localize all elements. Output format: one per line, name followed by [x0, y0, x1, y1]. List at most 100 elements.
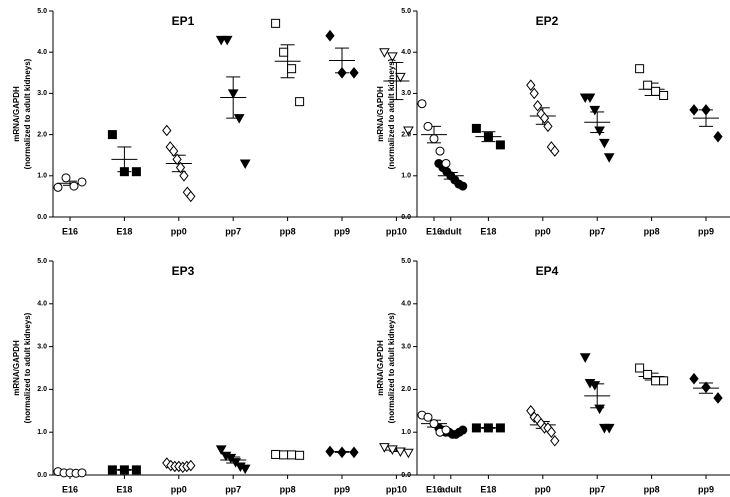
point — [483, 132, 493, 142]
point — [175, 161, 186, 174]
point — [379, 443, 390, 453]
y-axis-label: mRNA/GAPDH — [12, 340, 21, 396]
x-tick-label: pp10 — [386, 226, 407, 236]
point — [550, 434, 560, 447]
point — [61, 173, 71, 183]
point — [227, 89, 239, 99]
point — [279, 450, 289, 460]
point — [295, 97, 305, 107]
x-tick-label: pp8 — [280, 226, 296, 236]
x-tick-label: E16 — [62, 484, 78, 494]
point — [713, 392, 723, 404]
point — [458, 181, 468, 191]
x-tick-label: pp8 — [644, 484, 660, 494]
point — [584, 93, 596, 104]
point — [546, 426, 557, 439]
point — [186, 190, 196, 203]
point — [529, 87, 539, 100]
y-axis-label: (normalized to adult kidneys) — [23, 58, 32, 169]
point — [387, 445, 398, 455]
point — [659, 376, 669, 386]
y-axis-label: (normalized to adult kidneys) — [387, 58, 396, 169]
point — [429, 134, 439, 144]
point — [689, 104, 699, 116]
point — [186, 459, 196, 472]
y-tick-label: 1.0 — [401, 429, 411, 436]
point — [713, 130, 723, 143]
point — [594, 126, 605, 136]
y-tick-label: 3.0 — [37, 343, 47, 350]
point — [435, 146, 445, 156]
point — [77, 468, 87, 478]
point — [337, 66, 347, 79]
y-tick-label: 4.0 — [401, 49, 411, 56]
point — [77, 177, 87, 187]
point — [495, 140, 505, 150]
point — [441, 158, 451, 168]
point — [395, 447, 406, 457]
point — [550, 145, 560, 157]
chart-title: EP3 — [172, 264, 195, 278]
point — [279, 47, 289, 57]
point — [162, 124, 172, 137]
y-tick-label: 1.0 — [401, 173, 411, 180]
point — [169, 145, 179, 157]
x-tick-label: pp0 — [535, 484, 551, 494]
point — [603, 153, 615, 163]
x-tick-label: pp0 — [171, 226, 187, 236]
point — [659, 90, 669, 100]
point — [395, 72, 406, 83]
y-axis-label: mRNA/GAPDH — [376, 86, 385, 142]
y-tick-label: 4.0 — [401, 301, 411, 308]
x-tick-label: pp7 — [589, 226, 605, 236]
x-tick-label: adult — [440, 226, 462, 236]
point — [387, 52, 398, 62]
point — [689, 372, 699, 385]
point — [471, 423, 481, 433]
y-tick-label: 1.0 — [37, 173, 47, 180]
y-axis-label: mRNA/GAPDH — [12, 86, 21, 142]
y-tick-label: 0.0 — [401, 214, 411, 221]
point — [179, 169, 189, 182]
x-tick-label: pp10 — [386, 484, 407, 494]
point — [543, 120, 553, 133]
y-tick-label: 5.0 — [401, 8, 411, 15]
x-tick-label: E16 — [426, 484, 442, 494]
y-tick-label: 2.0 — [37, 386, 47, 393]
point — [423, 121, 433, 131]
point — [701, 381, 711, 394]
x-tick-label: pp7 — [225, 484, 241, 494]
y-tick-label: 3.0 — [401, 343, 411, 350]
point — [349, 446, 359, 459]
y-tick-label: 3.0 — [401, 90, 411, 97]
x-tick-label: pp9 — [698, 484, 714, 494]
point — [539, 112, 550, 124]
point — [107, 130, 117, 140]
point — [287, 450, 297, 460]
y-tick-label: 5.0 — [37, 258, 47, 265]
x-tick-label: pp9 — [698, 226, 714, 236]
x-tick-label: pp8 — [280, 484, 296, 494]
y-tick-label: 4.0 — [37, 301, 47, 308]
point — [417, 99, 427, 109]
x-tick-label: pp7 — [225, 226, 241, 236]
x-tick-label: pp9 — [334, 484, 350, 494]
point — [119, 167, 129, 177]
point — [589, 105, 601, 116]
point — [533, 99, 543, 112]
point — [271, 18, 281, 28]
point — [287, 64, 297, 74]
point — [131, 465, 141, 475]
x-tick-label: pp7 — [589, 484, 605, 494]
point — [379, 48, 390, 58]
point — [651, 86, 661, 96]
y-tick-label: 4.0 — [37, 49, 47, 56]
point — [337, 446, 347, 459]
y-tick-label: 3.0 — [37, 90, 47, 97]
x-tick-label: E18 — [480, 484, 496, 494]
point — [495, 423, 505, 433]
point — [651, 376, 661, 386]
point — [599, 138, 610, 149]
y-tick-label: 0.0 — [37, 214, 47, 221]
point — [579, 353, 591, 363]
